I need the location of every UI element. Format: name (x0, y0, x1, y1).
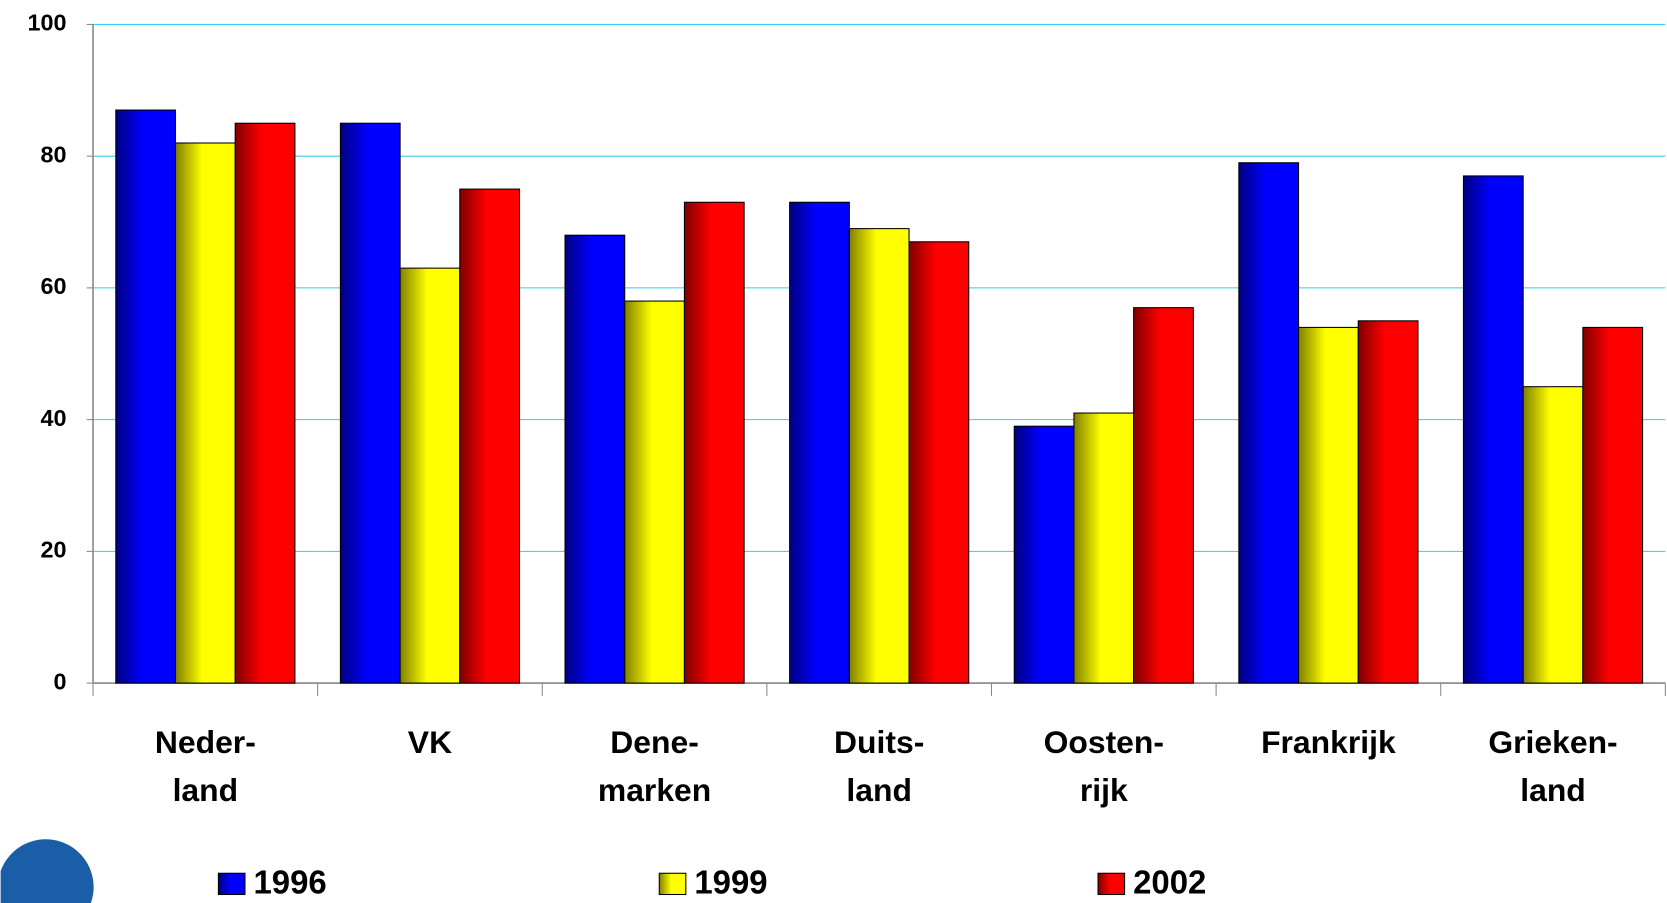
x-tick-label: Dene- marken (597, 725, 712, 809)
legend-swatch (658, 872, 687, 896)
x-tick-label: Oosten- rijk (1043, 725, 1164, 809)
x-tick-label: Grieken- land (1488, 725, 1618, 809)
bar (339, 122, 401, 684)
bar (1013, 425, 1075, 684)
y-tick-label: 100 (27, 10, 66, 36)
bar (564, 234, 626, 684)
legend-swatch (1097, 872, 1126, 896)
bar (848, 228, 910, 684)
y-tick-label: 60 (40, 273, 66, 299)
legend-label: 1999 (694, 864, 767, 901)
bar (1298, 326, 1359, 684)
legend-label: 1996 (253, 864, 326, 901)
x-tick-label: Frankrijk (1261, 725, 1396, 761)
bar (399, 267, 461, 684)
y-tick-label: 40 (40, 405, 66, 431)
legend-swatch (217, 872, 246, 896)
legend-label: 2002 (1133, 864, 1206, 901)
bar (1582, 326, 1644, 684)
bar (459, 188, 521, 684)
bar (1133, 307, 1194, 684)
logo (0, 839, 94, 903)
x-tick-label: VK (407, 725, 453, 761)
x-tick-label: Neder- land (154, 725, 256, 809)
bar (1238, 162, 1300, 684)
y-tick-label: 0 (53, 668, 66, 694)
bar (624, 300, 685, 684)
y-tick-label: 80 (40, 141, 66, 167)
bar (234, 122, 296, 684)
x-tick-label: Duits- land (834, 725, 925, 809)
bar (174, 142, 236, 684)
bar (1073, 412, 1135, 684)
bar (1357, 320, 1419, 684)
bar (115, 109, 177, 684)
bar (1462, 175, 1524, 684)
bar (1522, 386, 1584, 684)
bar (683, 201, 745, 684)
bar (908, 241, 970, 684)
y-tick-label: 20 (40, 537, 66, 563)
bar (789, 201, 850, 684)
